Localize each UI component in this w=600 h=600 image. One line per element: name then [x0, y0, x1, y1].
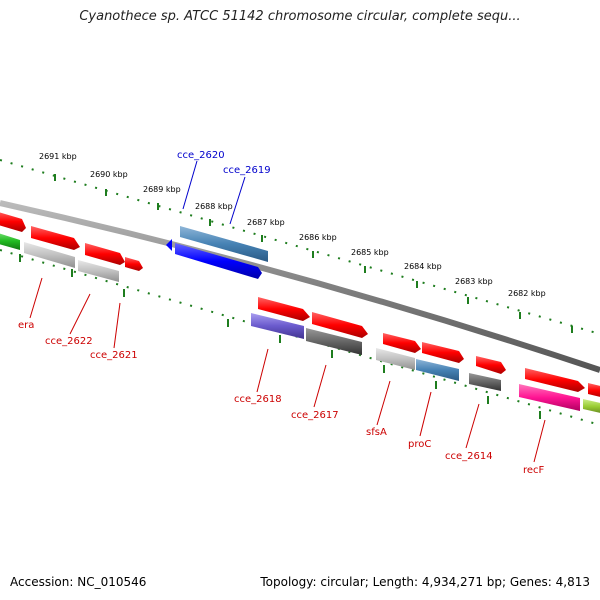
leader-cce-2621	[113, 302, 121, 349]
gene-cce-2620[interactable]	[180, 226, 268, 262]
map-title: Cyanothece sp. ATCC 51142 chromosome cir…	[79, 9, 521, 24]
ruler-label-2691: 2691 kbp	[39, 152, 77, 161]
leader-cce-2614	[465, 403, 480, 449]
ruler-label-2683: 2683 kbp	[455, 277, 493, 286]
gene-fwd-5[interactable]	[312, 312, 368, 338]
gene-label-cce-2617: cce_2617	[291, 410, 339, 421]
leader-proC	[419, 391, 432, 437]
gene-fwd-7[interactable]	[422, 342, 464, 363]
ruler-label-2682: 2682 kbp	[508, 289, 546, 298]
outer-ruler-ticks	[54, 174, 573, 333]
chromosome-backbone	[0, 200, 600, 373]
leader-sfsA	[376, 380, 391, 426]
gene-cce-2622[interactable]	[24, 242, 75, 268]
leader-cce-2619	[229, 176, 246, 225]
gene-fwd-1[interactable]	[0, 211, 26, 232]
gene-cce-2619[interactable]	[175, 243, 262, 279]
gene-label-cce-2619: cce_2619	[223, 165, 271, 176]
gene-fwd-8[interactable]	[476, 356, 506, 374]
gene-fwd-9[interactable]	[525, 368, 585, 392]
gene-cce-2617[interactable]	[306, 328, 362, 355]
leader-cce-2618	[256, 348, 269, 393]
gene-fwd-2[interactable]	[85, 243, 125, 265]
gene-fwd-era-region[interactable]	[31, 226, 80, 250]
gene-rev-end[interactable]	[583, 399, 600, 414]
gene-fwd-4[interactable]	[258, 297, 310, 321]
accession-text: Accession: NC_010546	[10, 575, 147, 589]
gene-label-cce-2621: cce_2621	[90, 350, 138, 361]
gene-proC[interactable]	[416, 359, 459, 381]
ruler-label-2687: 2687 kbp	[247, 218, 285, 227]
gene-small-blue[interactable]	[166, 239, 172, 251]
gene-recF[interactable]	[519, 384, 580, 411]
genome-stats-text: Topology: circular; Length: 4,934,271 bp…	[260, 575, 590, 589]
gene-label-cce-2620: cce_2620	[177, 150, 225, 161]
leader-cce-2620	[182, 160, 198, 210]
gene-label-era: era	[18, 320, 34, 331]
ruler-label-2686: 2686 kbp	[299, 233, 337, 242]
leader-cce-2617	[313, 364, 327, 408]
leader-cce-2622	[69, 293, 91, 335]
inner-ruler-ticks	[19, 254, 541, 419]
gene-era[interactable]	[0, 232, 20, 250]
gene-cce-2621[interactable]	[78, 260, 119, 282]
gene-fwd-10[interactable]	[588, 383, 600, 398]
gene-label-cce-2614: cce_2614	[445, 451, 493, 462]
leader-recF	[533, 419, 546, 463]
reverse-strand-genes	[0, 232, 600, 414]
ruler-label-2684: 2684 kbp	[404, 262, 442, 271]
gene-label-proC: proC	[408, 439, 431, 450]
gene-label-recF: recF	[523, 465, 545, 476]
ruler-label-2685: 2685 kbp	[351, 248, 389, 257]
ruler-label-2689: 2689 kbp	[143, 185, 181, 194]
gene-label-cce-2618: cce_2618	[234, 394, 282, 405]
gene-cce-2618[interactable]	[251, 313, 304, 339]
gene-label-sfsA: sfsA	[366, 427, 387, 438]
gene-fwd-6[interactable]	[383, 333, 421, 353]
gene-sfsA[interactable]	[376, 348, 415, 370]
ruler-label-2688: 2688 kbp	[195, 202, 233, 211]
gene-label-cce-2622: cce_2622	[45, 336, 93, 347]
forward-strand-genes	[0, 211, 600, 398]
ruler-label-2690: 2690 kbp	[90, 170, 128, 179]
gene-fwd-3[interactable]	[125, 257, 143, 271]
gene-cce-2614[interactable]	[469, 373, 501, 391]
leader-era	[29, 277, 43, 319]
